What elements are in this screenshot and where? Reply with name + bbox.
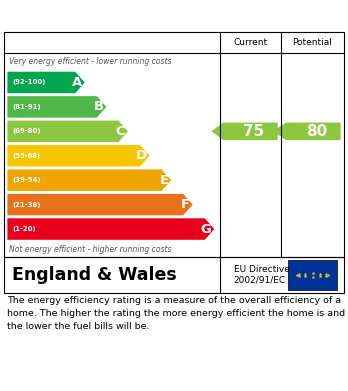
Text: A: A bbox=[72, 76, 82, 89]
Polygon shape bbox=[211, 122, 278, 140]
Text: D: D bbox=[136, 149, 147, 162]
Text: EU Directive
2002/91/EC: EU Directive 2002/91/EC bbox=[234, 265, 290, 285]
Polygon shape bbox=[7, 72, 85, 93]
Text: 80: 80 bbox=[306, 124, 327, 139]
Polygon shape bbox=[7, 96, 106, 118]
Text: Energy Efficiency Rating: Energy Efficiency Rating bbox=[9, 9, 230, 23]
Text: Not energy efficient - higher running costs: Not energy efficient - higher running co… bbox=[9, 245, 172, 254]
Text: Potential: Potential bbox=[293, 38, 332, 47]
Text: (92-100): (92-100) bbox=[13, 79, 46, 86]
Bar bbox=[288, 260, 337, 290]
Polygon shape bbox=[7, 120, 128, 142]
Text: Very energy efficient - lower running costs: Very energy efficient - lower running co… bbox=[9, 57, 172, 66]
Text: C: C bbox=[116, 125, 125, 138]
Text: (81-91): (81-91) bbox=[13, 104, 41, 110]
Text: (1-20): (1-20) bbox=[13, 226, 36, 232]
Text: The energy efficiency rating is a measure of the overall efficiency of a home. T: The energy efficiency rating is a measur… bbox=[7, 296, 346, 330]
Text: B: B bbox=[94, 100, 104, 113]
Text: 75: 75 bbox=[243, 124, 264, 139]
Polygon shape bbox=[272, 122, 341, 140]
Text: Current: Current bbox=[234, 38, 268, 47]
Polygon shape bbox=[7, 194, 193, 215]
Text: E: E bbox=[159, 174, 168, 187]
Polygon shape bbox=[7, 169, 171, 191]
Text: G: G bbox=[201, 222, 212, 235]
Text: (39-54): (39-54) bbox=[13, 177, 41, 183]
Text: F: F bbox=[181, 198, 190, 211]
Polygon shape bbox=[7, 145, 150, 167]
Text: (21-38): (21-38) bbox=[13, 202, 41, 208]
Text: England & Wales: England & Wales bbox=[13, 266, 177, 284]
Text: (55-68): (55-68) bbox=[13, 153, 41, 159]
Polygon shape bbox=[7, 218, 214, 240]
Text: (69-80): (69-80) bbox=[13, 128, 41, 135]
